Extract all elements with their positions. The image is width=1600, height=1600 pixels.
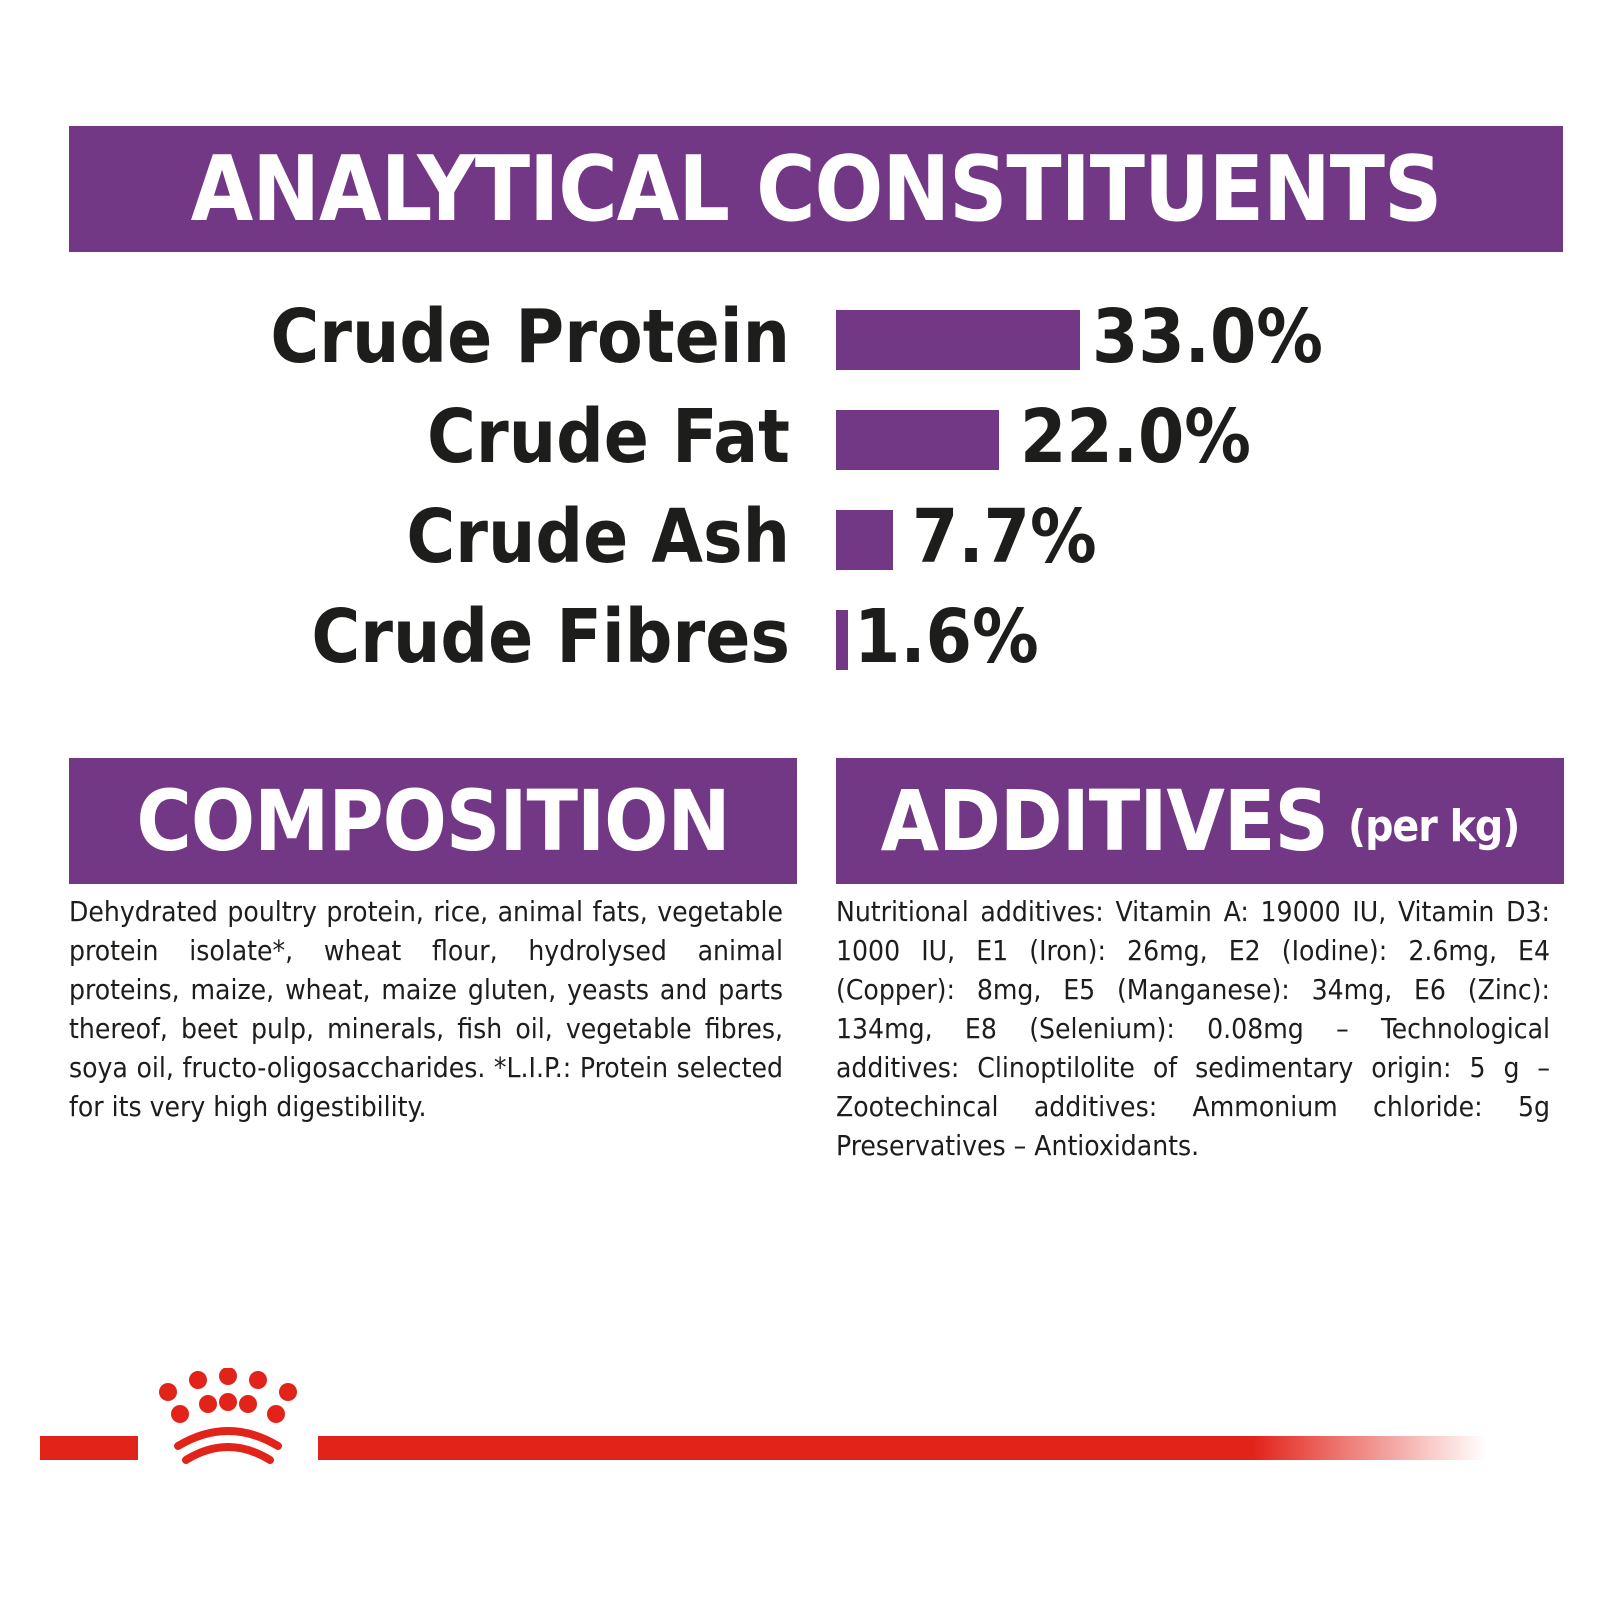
constituent-value: 22.0%: [1020, 394, 1251, 480]
constituent-label: Crude Protein: [270, 294, 790, 380]
constituent-label: Crude Ash: [406, 494, 790, 580]
additives-header: ADDITIVES (per kg): [836, 758, 1564, 884]
analytical-constituents-header: ANALYTICAL CONSTITUENTS: [69, 126, 1563, 252]
analytical-title: ANALYTICAL CONSTITUENTS: [190, 136, 1443, 242]
constituent-row-ash: Crude Ash 7.7%: [0, 492, 1600, 582]
additives-subtitle: (per kg): [1347, 800, 1520, 852]
composition-text: Dehydrated poultry protein, rice, animal…: [69, 895, 783, 1123]
composition-title: COMPOSITION: [136, 772, 730, 870]
constituent-value: 33.0%: [1092, 294, 1323, 380]
additives-text: Nutritional additives: Vitamin A: 19000 …: [836, 895, 1550, 1162]
constituent-row-protein: Crude Protein 33.0%: [0, 292, 1600, 382]
composition-header: COMPOSITION: [69, 758, 797, 884]
additives-title: ADDITIVES: [880, 772, 1329, 870]
constituent-bar: [836, 510, 893, 570]
constituent-bar: [836, 410, 999, 470]
brand-line-left: [40, 1436, 138, 1460]
crown-logo-icon: [159, 1368, 297, 1464]
constituent-label: Crude Fat: [427, 394, 790, 480]
constituent-label: Crude Fibres: [311, 594, 790, 680]
constituent-bar: [836, 610, 848, 670]
constituent-value: 1.6%: [854, 594, 1039, 680]
brand-line-right: [318, 1436, 1486, 1460]
constituent-bar: [836, 310, 1080, 370]
constituent-row-fibres: Crude Fibres 1.6%: [0, 592, 1600, 682]
constituent-row-fat: Crude Fat 22.0%: [0, 392, 1600, 482]
constituent-value: 7.7%: [912, 494, 1097, 580]
